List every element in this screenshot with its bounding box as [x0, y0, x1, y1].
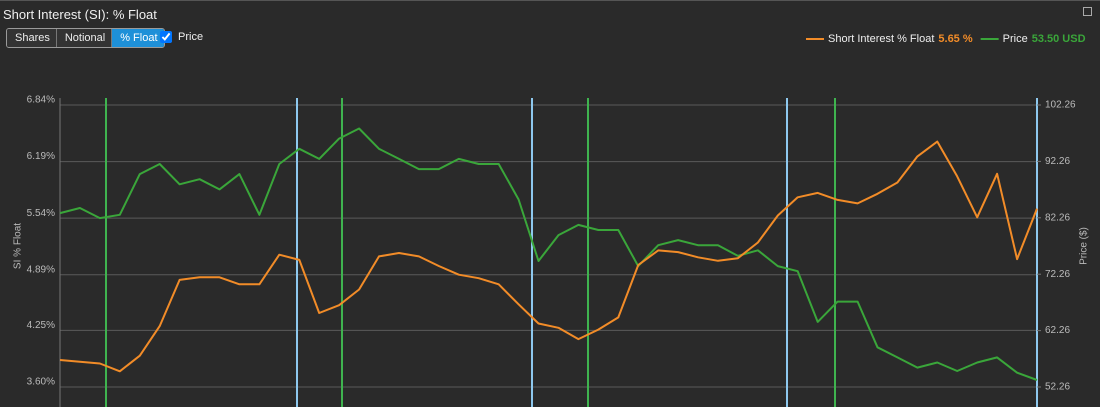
y2-tick-label: 102.26: [1045, 100, 1076, 111]
series-line: [59, 127, 1038, 381]
view-button[interactable]: Notional: [56, 29, 113, 47]
event-lines: [105, 98, 1038, 407]
y2-tick-label: 52.26: [1045, 382, 1070, 393]
y-tick-label: 4.25%: [27, 320, 55, 331]
y-axis-label: SI % Float: [13, 223, 24, 269]
restore-icon[interactable]: [1083, 7, 1092, 16]
y-tick-label: 3.60%: [27, 377, 55, 388]
legend-name: Price: [1003, 33, 1028, 45]
y2-axis-label: Price ($): [1079, 227, 1090, 265]
y2-tick-label: 92.26: [1045, 156, 1070, 167]
y2-tick-label: 62.26: [1045, 325, 1070, 336]
legend-value: 5.65 %: [938, 33, 972, 45]
y-tick-label: 4.89%: [27, 264, 55, 275]
y-tick-label: 6.19%: [27, 151, 55, 162]
legend-value: 53.50 USD: [1032, 33, 1086, 45]
view-toggle: Shares Notional% Float: [6, 28, 165, 48]
checkbox[interactable]: [160, 31, 172, 43]
checkbox-label: Price: [178, 31, 204, 43]
y2-tick-label: 82.26: [1045, 212, 1070, 223]
legend: Short Interest % Float 5.65 % Price 53.50 U…: [806, 33, 1086, 45]
view-button[interactable]: % Float: [112, 29, 164, 47]
price-toggle[interactable]: Price: [160, 31, 203, 43]
y2-tick-label: 72.26: [1045, 269, 1070, 280]
y-tick-label: 6.84%: [27, 95, 55, 106]
series-line: [59, 140, 1038, 373]
widget-title: Short Interest (SI): % Float: [3, 7, 157, 22]
legend-name: Short Interest % Float: [828, 33, 934, 45]
y-tick-label: 5.54%: [27, 208, 55, 219]
view-button[interactable]: Shares: [7, 29, 57, 47]
